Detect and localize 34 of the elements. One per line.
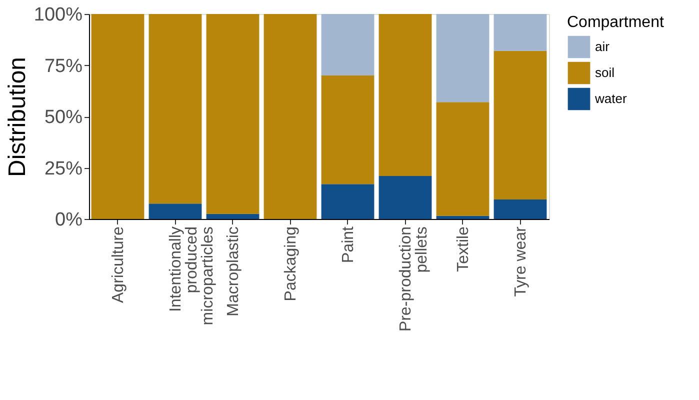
x-tick-label: Packaging: [282, 226, 300, 302]
y-tick-label: 0%: [55, 210, 83, 230]
bar: [378, 176, 432, 219]
bar: [148, 14, 202, 204]
bar: [436, 102, 490, 216]
x-tick-label: Macroplastic: [224, 226, 242, 316]
bar: [206, 214, 260, 219]
bar: [321, 14, 374, 76]
y-tick-label: 100%: [34, 4, 83, 26]
bar: [264, 14, 317, 219]
y-tick-label: 75%: [44, 56, 83, 77]
bar: [436, 216, 490, 219]
bar: [148, 204, 202, 219]
x-tick-label: Tyre wear: [512, 226, 530, 297]
bar: [436, 14, 490, 102]
bar: [494, 50, 547, 200]
y-axis-title: Distribution: [4, 56, 31, 178]
bar: [494, 14, 547, 51]
legend-title: Compartment: [567, 14, 664, 31]
x-tick-label: Textile: [454, 226, 472, 272]
bar: [378, 14, 432, 176]
y-tick-label: 25%: [44, 158, 83, 180]
bar: [494, 200, 547, 219]
x-tick-label: Pre-production pellets: [397, 226, 430, 332]
y-tick-label: 50%: [44, 107, 83, 128]
legend-label: air: [595, 39, 610, 54]
legend-label: water: [594, 91, 628, 106]
x-tick-label: Paint: [340, 226, 357, 263]
bar: [206, 14, 260, 214]
bar: [321, 184, 374, 219]
x-tick-label: Intentionally produced microparticles: [167, 226, 216, 326]
bar: [321, 76, 374, 184]
x-tick-label: Agriculture: [110, 226, 127, 303]
legend-label: soil: [595, 65, 615, 80]
